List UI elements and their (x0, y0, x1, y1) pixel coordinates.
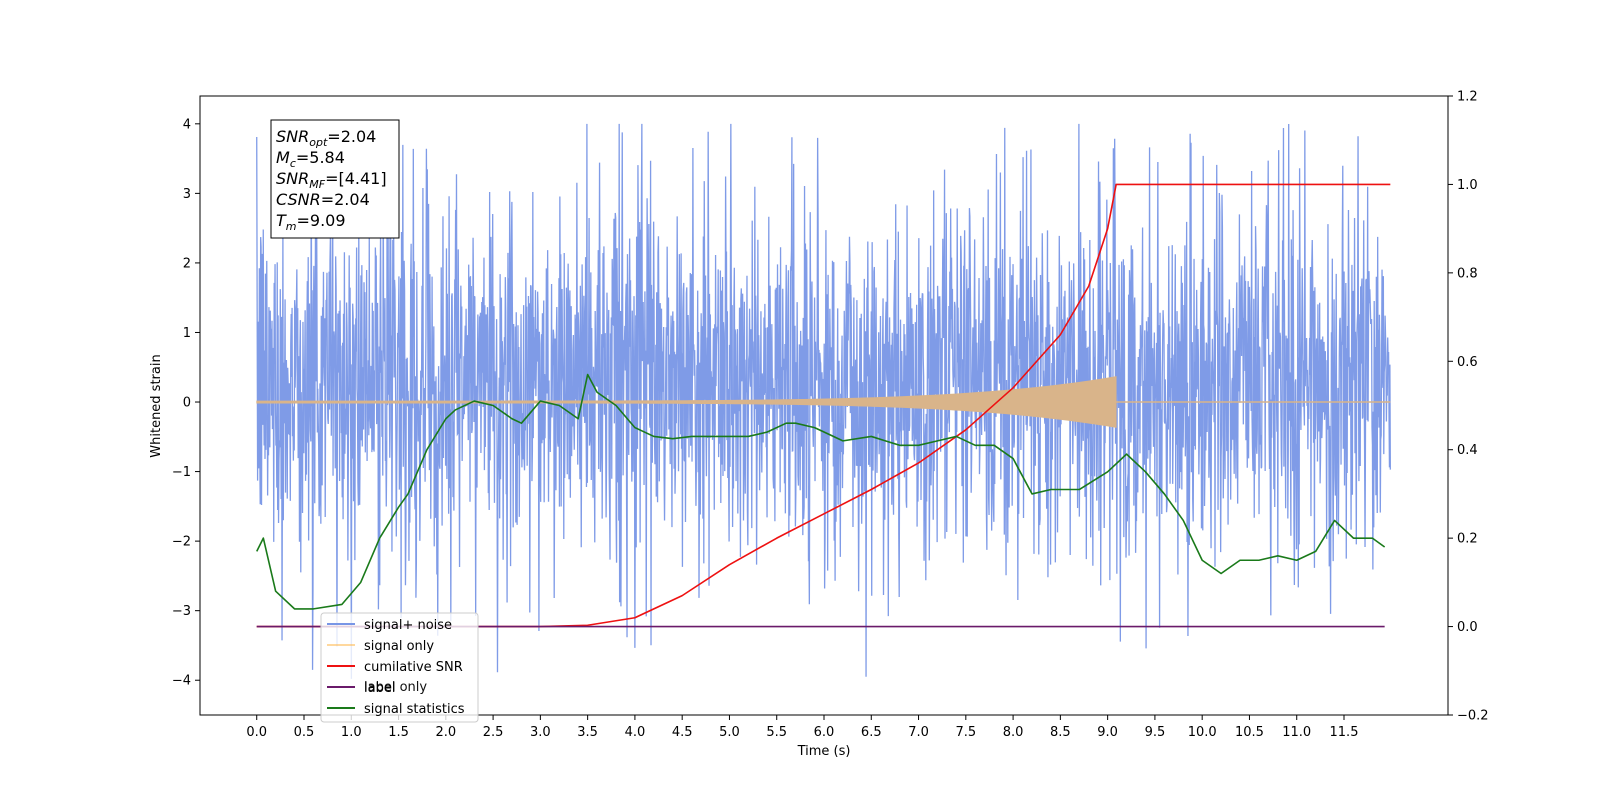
x-tick-label-19: 9.5 (1145, 725, 1166, 740)
x-tick-label-6: 3.0 (530, 725, 551, 740)
stats-annotation-box: SNRopt=2.04Mc=5.84SNRMF=[4.41]CSNR=2.04T… (270, 119, 400, 239)
stats-line-2: SNRMF=[4.41] (276, 169, 387, 191)
stats-value: =2.04 (321, 190, 370, 209)
y-right-tick-label-4: 0.4 (1457, 443, 1478, 458)
x-tick-label-14: 7.0 (908, 725, 929, 740)
x-tick-label-4: 2.0 (435, 725, 456, 740)
x-tick-label-0: 0.0 (246, 725, 267, 740)
y-right-tick-label-5: 0.2 (1457, 532, 1478, 547)
stats-symbol: SNR (276, 169, 309, 188)
stats-line-3: CSNR=2.04 (276, 190, 370, 209)
stats-subscript: c (290, 157, 296, 170)
x-tick-label-16: 8.0 (1003, 725, 1024, 740)
stats-subscript: opt (309, 136, 328, 149)
x-axis-label: Time (s) (797, 744, 851, 759)
x-tick-label-1: 0.5 (294, 725, 315, 740)
series-line-5 (256, 373, 1386, 610)
x-tick-label-21: 10.5 (1235, 725, 1264, 740)
y-axis-right: 1.2 1.0 0.8 0.6 0.4 0.2 0.0 −0.2 (1448, 90, 1489, 724)
y-axis-left-label: Whitened strain (149, 354, 164, 457)
x-tick-label-5: 2.5 (483, 725, 504, 740)
y-right-tick-label-1: 1.0 (1457, 178, 1478, 193)
legend-label-3: label (364, 681, 395, 696)
x-tick-label-11: 5.5 (766, 725, 787, 740)
y-left-tick-label-2: 2 (183, 256, 191, 271)
x-tick-label-17: 8.5 (1050, 725, 1071, 740)
x-tick-label-8: 4.0 (625, 725, 646, 740)
x-tick-label-22: 11.0 (1282, 725, 1311, 740)
y-axis-left: 4 3 2 1 0 −1 −2 −3 −4 (172, 117, 200, 689)
stats-value: =9.09 (297, 211, 346, 230)
x-tick-label-18: 9.0 (1097, 725, 1118, 740)
y-left-tick-label-7: −3 (172, 604, 191, 619)
x-tick-label-3: 1.5 (388, 725, 409, 740)
x-tick-label-2: 1.0 (341, 725, 362, 740)
x-tick-label-9: 4.5 (672, 725, 693, 740)
stats-value: =[4.41] (325, 169, 387, 188)
x-tick-label-15: 7.5 (955, 725, 976, 740)
stats-value: =2.04 (327, 127, 376, 146)
y-left-tick-label-0: 4 (183, 117, 191, 132)
x-tick-label-10: 5.0 (719, 725, 740, 740)
legend-frame (320, 612, 479, 723)
y-right-tick-label-0: 1.2 (1457, 90, 1478, 105)
y-left-tick-label-3: 1 (183, 326, 191, 341)
legend-label-1: signal only (364, 639, 434, 654)
stats-subscript: MF (309, 178, 325, 191)
y-left-tick-label-8: −4 (172, 674, 191, 689)
x-tick-label-20: 10.0 (1188, 725, 1217, 740)
y-right-tick-label-6: 0.0 (1457, 620, 1478, 635)
stats-value: =5.84 (296, 148, 345, 167)
y-left-tick-label-4: 0 (183, 396, 191, 411)
stats-subscript: m (286, 220, 297, 233)
y-left-tick-label-5: −1 (172, 465, 191, 480)
legend-label-4-overlay: label only (364, 680, 427, 695)
y-right-tick-label-2: 0.8 (1457, 266, 1478, 281)
legend-label-2: cumilative SNR (364, 660, 463, 675)
stats-line-0: SNRopt=2.04 (276, 127, 376, 149)
stats-symbol: SNR (276, 127, 309, 146)
stats-symbol: T (276, 211, 287, 230)
legend-label-5: signal statistics (364, 702, 465, 717)
legend-label-0: signal+ noise (364, 618, 452, 633)
x-tick-label-7: 3.5 (577, 725, 598, 740)
series-layer (256, 123, 1391, 679)
y-right-tick-label-7: −0.2 (1457, 709, 1489, 724)
stats-symbol: CSNR (276, 190, 321, 209)
x-tick-label-23: 11.5 (1330, 725, 1359, 740)
x-tick-label-12: 6.0 (814, 725, 835, 740)
y-right-tick-label-3: 0.6 (1457, 355, 1478, 370)
x-axis: 0.0 0.5 1.0 1.5 2.0 2.5 3.0 3.5 4.0 4.5 5.0 5.5 6.0 6… (246, 715, 1358, 740)
y-left-tick-label-1: 3 (183, 187, 191, 202)
stats-line-4: Tm=9.09 (276, 211, 346, 233)
x-tick-label-13: 6.5 (861, 725, 882, 740)
stats-annotation-frame (270, 119, 400, 239)
stats-symbol: M (276, 148, 290, 167)
series-line-2 (256, 183, 1391, 628)
stats-line-1: Mc=5.84 (276, 148, 345, 170)
y-left-tick-label-6: −2 (172, 535, 191, 550)
